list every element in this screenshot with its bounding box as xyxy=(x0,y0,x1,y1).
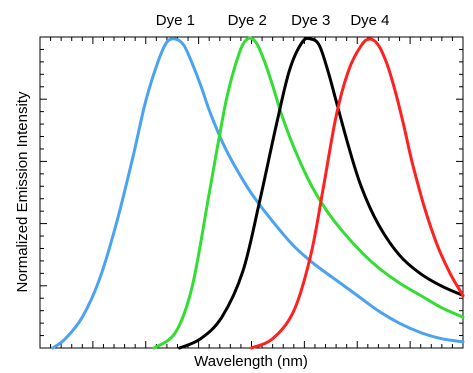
y-axis-ticks xyxy=(40,36,463,349)
x-axis-ticks xyxy=(39,37,464,348)
series-lines xyxy=(51,36,465,350)
series-label-dye-3: Dye 3 xyxy=(291,12,330,29)
x-axis-label: Wavelength (nm) xyxy=(194,353,308,370)
y-axis-label: Normalized Emission Intensity xyxy=(14,91,31,292)
series-line-dye-3 xyxy=(178,36,465,350)
series-line-dye-1 xyxy=(51,37,465,350)
series-line-dye-4 xyxy=(250,37,465,350)
series-label-dye-4: Dye 4 xyxy=(350,12,389,29)
series-label-dye-2: Dye 2 xyxy=(228,12,267,29)
series-labels: Dye 1 Dye 2 Dye 3 Dye 4 xyxy=(156,12,390,29)
series-label-dye-1: Dye 1 xyxy=(156,12,195,29)
